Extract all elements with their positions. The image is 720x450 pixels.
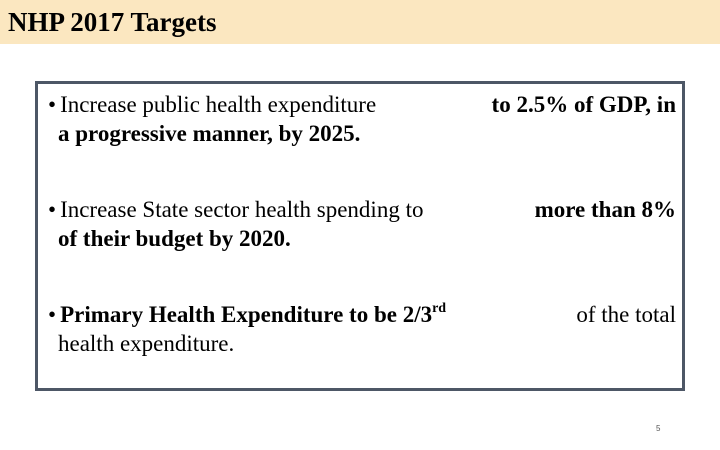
bullet-primary-health-expenditure: • Primary Health Expenditure to be 2/3rd … xyxy=(48,300,676,358)
bullet-text: of the total xyxy=(576,302,676,327)
bullet-emphasis: of their budget by 2020. xyxy=(58,226,291,251)
bullet-line-start: • Primary Health Expenditure to be 2/3rd xyxy=(48,300,446,329)
bullet-line-start: • Increase State sector health spending t… xyxy=(48,195,423,224)
bullet-line: • Primary Health Expenditure to be 2/3rd … xyxy=(48,300,676,329)
bullet-dot: • xyxy=(48,92,57,117)
bullet-emphasis: more than 8% xyxy=(534,197,676,222)
bullet-text: Increase public health expenditure xyxy=(60,92,377,117)
bullet-line: health expenditure. xyxy=(48,329,676,358)
bullet-text: Increase State sector health spending to xyxy=(60,197,424,222)
bullet-line: a progressive manner, by 2025. xyxy=(48,119,676,148)
bullet-public-health-expenditure: • Increase public health expenditure to 2… xyxy=(48,90,676,148)
bullet-dot: • xyxy=(48,197,57,222)
bullet-line: • Increase public health expenditure to 2… xyxy=(48,90,676,119)
bullet-line: • Increase State sector health spending t… xyxy=(48,195,676,224)
bullet-state-sector-spending: • Increase State sector health spending t… xyxy=(48,195,676,253)
bullet-dot: • xyxy=(48,302,57,327)
title-bar: NHP 2017 Targets xyxy=(0,0,720,44)
slide-title: NHP 2017 Targets xyxy=(8,7,217,37)
bullet-emphasis: to 2.5% of GDP, in xyxy=(491,92,676,117)
bullet-line: of their budget by 2020. xyxy=(48,224,676,253)
bullet-emphasis: a progressive manner, by 2025. xyxy=(58,121,361,146)
bullet-emphasis: Primary Health Expenditure to be 2/3 xyxy=(60,302,433,327)
bullet-line-start: • Increase public health expenditure xyxy=(48,90,376,119)
targets-box: • Increase public health expenditure to 2… xyxy=(35,81,685,391)
bullet-text: health expenditure. xyxy=(58,331,235,356)
ordinal-suffix: rd xyxy=(432,301,447,316)
page-number: 5 xyxy=(656,424,661,433)
